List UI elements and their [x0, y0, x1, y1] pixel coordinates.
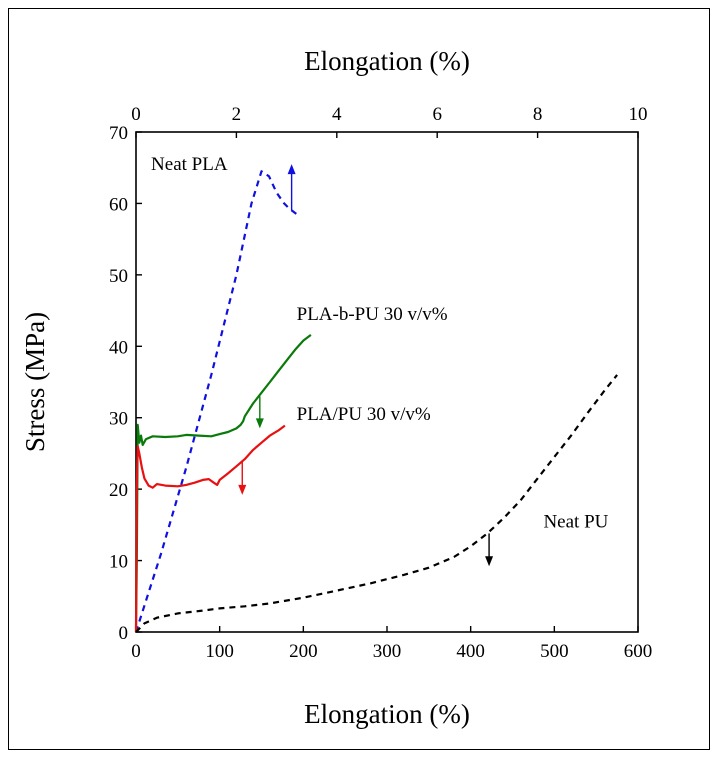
- series-arrowhead-neat-pu: [485, 556, 494, 567]
- series-label-neat-pla: Neat PLA: [151, 154, 228, 175]
- y-tick-label: 60: [109, 194, 128, 215]
- y-tick-label: 10: [109, 552, 128, 573]
- top-x-tick-label: 0: [131, 104, 141, 125]
- series-arrowhead-pla-b-pu-30-v-v: [255, 418, 264, 429]
- y-tick-label: 30: [109, 409, 128, 430]
- x-tick-label: 500: [540, 641, 569, 662]
- series-line-pla-b-pu-30-v-v: [134, 334, 312, 633]
- series-line-neat-pu: [135, 374, 618, 633]
- x-tick-label: 300: [373, 641, 402, 662]
- series-layer: Neat PLA PLA-b-PU 30 v/v% PLA/PU 30 v/v% Ne…: [134, 154, 618, 633]
- x-tick-label: 400: [456, 641, 485, 662]
- series-label-pla-b-pu-30-v-v: PLA-b-PU 30 v/v%: [297, 304, 448, 325]
- x-tick-label: 200: [289, 641, 318, 662]
- x-tick-label: 600: [624, 641, 653, 662]
- y-tick-label: 50: [109, 266, 128, 287]
- series-label-neat-pu: Neat PU: [543, 511, 608, 532]
- plot-border: [135, 131, 639, 633]
- series-line-pla-pu-30-v-v: [134, 424, 286, 633]
- top-x-tick-label: 10: [629, 104, 648, 125]
- y-tick-label: 0: [119, 623, 129, 644]
- top-x-tick-label: 2: [232, 104, 242, 125]
- plot-area: [135, 131, 639, 633]
- y-tick-label: 20: [109, 480, 128, 501]
- top-x-tick-label: 4: [332, 104, 342, 125]
- series-label-pla-pu-30-v-v: PLA/PU 30 v/v%: [297, 404, 431, 425]
- series-line-neat-pla: [134, 170, 298, 633]
- x-tick-label: 0: [131, 641, 141, 662]
- top-x-tick-label: 6: [432, 104, 442, 125]
- series-arrowhead-neat-pla: [287, 164, 296, 175]
- series-arrowhead-pla-pu-30-v-v: [238, 484, 247, 495]
- x-tick-label: 100: [205, 641, 234, 662]
- top-x-tick-label: 8: [533, 104, 543, 125]
- x-axis-title: Elongation (%): [304, 699, 470, 729]
- y-tick-label: 40: [109, 337, 128, 358]
- top-x-axis-title: Elongation (%): [304, 46, 470, 76]
- y-tick-label: 70: [109, 123, 128, 144]
- y-axis-title: Stress (MPa): [20, 312, 50, 452]
